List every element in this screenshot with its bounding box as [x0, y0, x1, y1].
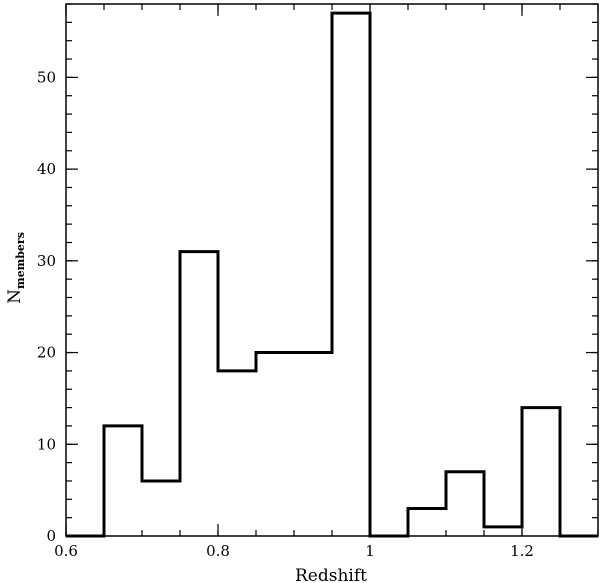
x-tick-label: 1 [365, 542, 375, 560]
y-tick-label: 50 [37, 68, 56, 86]
plot-frame [65, 3, 599, 537]
histogram-bin [218, 371, 256, 536]
y-axis-label-subscript: members [14, 232, 27, 289]
histogram-bin [446, 472, 484, 536]
histogram-bin [256, 353, 294, 536]
tick-labels: 0.6 0.8 1 1.2 0 10 20 30 40 50 [37, 68, 534, 560]
y-axis-label-main: N [5, 289, 25, 304]
y-axis-label: Nmembers [5, 232, 27, 304]
histogram-bin [332, 13, 370, 536]
y-tick-label: 40 [37, 160, 56, 178]
x-tick-label: 1.2 [510, 542, 534, 560]
histogram-bin [294, 353, 332, 536]
y-tick-label: 0 [46, 527, 56, 545]
histogram-outline [66, 11, 598, 538]
x-tick-label: 0.8 [206, 542, 230, 560]
histogram-bin [522, 408, 560, 536]
histogram-bin [104, 426, 142, 536]
svg-text:Nmembers: Nmembers [5, 232, 27, 304]
y-tick-label: 20 [37, 344, 56, 362]
histogram-bin [180, 252, 218, 536]
histogram-bin [408, 508, 446, 536]
x-axis-label: Redshift [295, 566, 367, 583]
x-tick-label: 0.6 [54, 542, 78, 560]
histogram-bin [142, 481, 180, 536]
y-tick-label: 10 [37, 435, 56, 453]
y-tick-label: 30 [37, 252, 56, 270]
